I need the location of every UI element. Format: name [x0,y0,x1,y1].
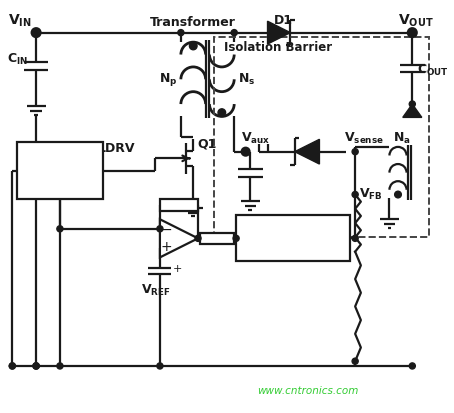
Circle shape [33,30,39,36]
Circle shape [157,226,163,232]
Circle shape [9,363,15,369]
Text: $\mathbf{V_{FB}}$: $\mathbf{V_{FB}}$ [359,187,383,202]
Text: $\mathbf{V_{REF}}$: $\mathbf{V_{REF}}$ [141,283,171,298]
Circle shape [395,191,401,198]
Text: $\mathbf{N_p}$: $\mathbf{N_p}$ [158,71,177,88]
Bar [200,233,234,244]
Circle shape [57,363,63,369]
Circle shape [195,235,201,241]
Circle shape [409,363,415,369]
Circle shape [409,30,415,36]
Text: +: + [173,264,182,274]
Circle shape [409,30,415,36]
Text: $\mathbf{C_{IN}}$: $\mathbf{C_{IN}}$ [7,52,28,67]
FancyBboxPatch shape [17,142,103,199]
Bar [160,199,198,211]
Circle shape [33,363,39,369]
Text: D1: D1 [274,14,293,27]
Circle shape [352,235,358,241]
Circle shape [157,363,163,369]
Circle shape [409,101,415,107]
Circle shape [33,363,39,369]
Text: PWM
Control: PWM Control [32,157,88,185]
Text: Discriminator &
Sampler: Discriminator & Sampler [241,224,345,252]
Circle shape [352,358,358,364]
Circle shape [9,363,15,369]
Text: $\mathbf{V_{OUT}}$: $\mathbf{V_{OUT}}$ [398,12,434,29]
Text: LDRV: LDRV [98,142,135,154]
Circle shape [218,109,226,116]
Polygon shape [403,104,422,117]
Text: +: + [161,240,173,254]
Text: −: − [161,223,173,237]
Circle shape [57,226,63,232]
Circle shape [33,363,39,369]
Text: $\mathbf{V_{sense}}$: $\mathbf{V_{sense}}$ [344,131,384,146]
Circle shape [178,30,184,36]
Polygon shape [267,21,291,44]
Circle shape [189,42,197,50]
Text: Transformer: Transformer [150,16,236,29]
Circle shape [32,28,40,37]
Circle shape [408,28,417,37]
Text: $\mathbf{N_s}$: $\mathbf{N_s}$ [238,72,256,87]
Polygon shape [295,139,320,164]
Text: $\mathbf{V_{aux}}$: $\mathbf{V_{aux}}$ [241,131,270,146]
Text: $\mathbf{V_{IN}}$: $\mathbf{V_{IN}}$ [8,12,31,29]
Text: $\mathbf{N_a}$: $\mathbf{N_a}$ [393,131,411,146]
Circle shape [242,149,249,155]
Text: Isolation Barrier: Isolation Barrier [224,41,332,54]
Text: Q1: Q1 [197,138,217,151]
Circle shape [352,149,358,155]
FancyBboxPatch shape [236,216,350,261]
Circle shape [233,235,239,241]
Circle shape [352,192,358,197]
Circle shape [231,30,237,36]
Polygon shape [160,219,198,257]
Text: www.cntronics.com: www.cntronics.com [257,387,358,396]
Text: $\mathbf{C_{OUT}}$: $\mathbf{C_{OUT}}$ [417,63,449,78]
Circle shape [242,148,249,155]
